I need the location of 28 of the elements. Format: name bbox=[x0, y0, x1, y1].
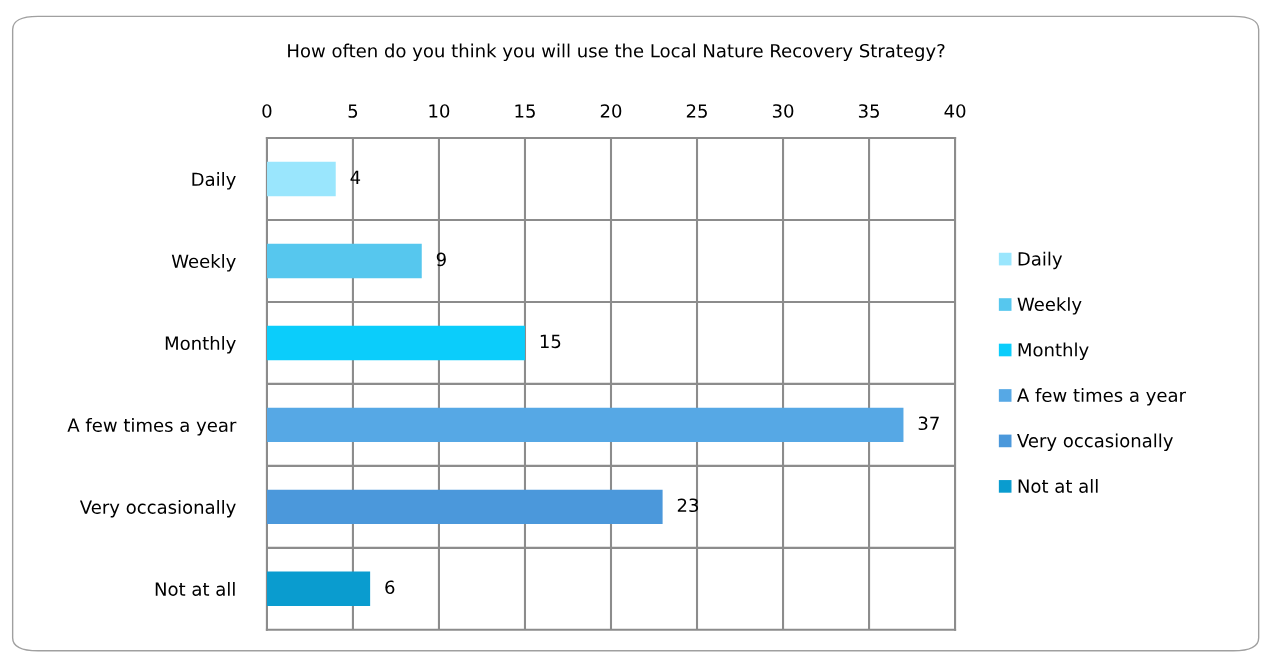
data-label: 4 bbox=[350, 170, 361, 184]
legend-label: Daily bbox=[1018, 251, 1063, 270]
y-tick-label: Very occasionally bbox=[79, 499, 236, 518]
x-tick-label: 20 bbox=[600, 104, 622, 118]
x-tick-label: 15 bbox=[515, 104, 535, 118]
y-tick-label: Monthly bbox=[165, 336, 236, 354]
data-label: 6 bbox=[385, 580, 395, 595]
data-label: 37 bbox=[918, 416, 939, 431]
legend-label: A few times a year bbox=[1017, 388, 1186, 406]
x-tick-label: 30 bbox=[772, 104, 794, 118]
chart-title: How often do you think you will use the Local Nature Recovery Strategy? bbox=[288, 43, 945, 62]
data-label: 23 bbox=[677, 498, 699, 513]
data-label: 9 bbox=[436, 252, 446, 267]
legend-label: Very occasionally bbox=[1017, 433, 1173, 451]
x-tick-label: 5 bbox=[348, 104, 358, 118]
legend-label: Monthly bbox=[1018, 342, 1089, 361]
x-tick-label: 40 bbox=[944, 104, 966, 118]
data-label: 15 bbox=[540, 334, 561, 349]
y-tick-label: Weekly bbox=[171, 254, 236, 272]
y-tick-label: Daily bbox=[192, 172, 236, 190]
x-tick-label: 25 bbox=[686, 104, 707, 118]
y-tick-label: A few times a year bbox=[67, 418, 237, 436]
legend-label: Not at all bbox=[1018, 478, 1098, 493]
x-tick-label: 35 bbox=[858, 104, 879, 118]
y-tick-label: Not at all bbox=[155, 581, 235, 596]
x-tick-label: 0 bbox=[262, 104, 272, 118]
legend-label: Weekly bbox=[1017, 297, 1082, 315]
x-tick-label: 10 bbox=[429, 104, 450, 118]
